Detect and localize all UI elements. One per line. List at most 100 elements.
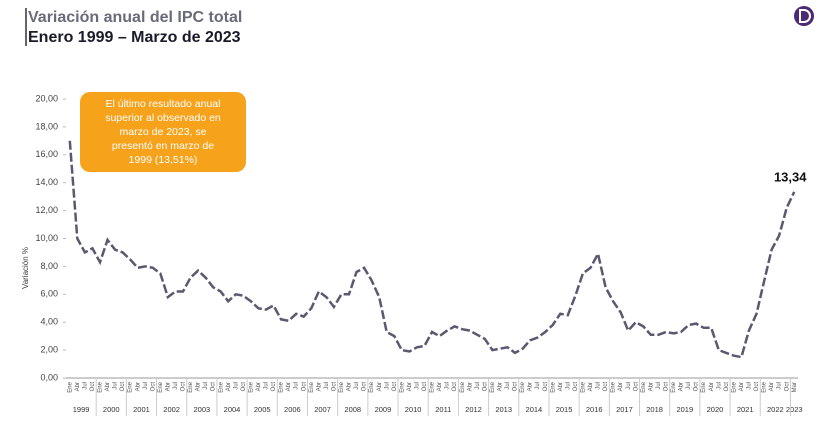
x-tick-label: Oct <box>664 382 670 392</box>
x-tick-label: Mar <box>792 382 798 392</box>
x-tick-label: Ene <box>641 381 647 392</box>
x-tick-label: Oct <box>724 382 730 392</box>
year-label: 2017 <box>616 405 633 414</box>
x-tick-label: Abr <box>679 382 685 391</box>
x-tick-label: Abr <box>135 382 141 391</box>
x-tick-label: Oct <box>482 382 488 392</box>
year-label: 2019 <box>676 405 693 414</box>
x-tick-label: Ene <box>430 381 436 392</box>
x-tick-label: Jul <box>445 382 451 390</box>
x-tick-label: Ene <box>460 381 466 392</box>
x-tick-label: Jul <box>535 382 541 390</box>
logo-glyph <box>799 9 811 23</box>
x-tick-label: Abr <box>648 382 654 391</box>
x-tick-label: Jul <box>264 382 270 390</box>
x-tick-label: Ene <box>611 381 617 392</box>
x-tick-label: Ene <box>188 381 194 392</box>
x-tick-label: Oct <box>452 382 458 392</box>
year-label: 2018 <box>646 405 663 414</box>
annotation-line: presentó en marzo de <box>112 140 214 152</box>
x-tick-label: Oct <box>120 382 126 392</box>
x-tick-label: Oct <box>150 382 156 392</box>
x-tick-label: Abr <box>739 382 745 391</box>
x-tick-label: Jul <box>414 382 420 390</box>
year-label: 2010 <box>405 405 422 414</box>
data-label: 13,34 <box>774 169 807 184</box>
chart-subtitle: Enero 1999 – Marzo de 2023 <box>28 29 241 46</box>
y-tick-label: 14,00 <box>35 177 58 187</box>
x-tick-label: Abr <box>165 382 171 391</box>
x-tick-label: Oct <box>694 382 700 392</box>
x-tick-label: Abr <box>407 382 413 391</box>
annotation-line: El último resultado anual <box>106 98 221 110</box>
x-tick-label: Ene <box>98 381 104 392</box>
y-tick-label: 10,00 <box>35 233 58 243</box>
x-tick-label: Jul <box>294 382 300 390</box>
x-tick-label: Jul <box>777 382 783 390</box>
x-tick-label: Abr <box>256 382 262 391</box>
y-tick-label: 2,00 <box>40 344 58 354</box>
year-label: 2006 <box>284 405 301 414</box>
year-label: 2014 <box>526 405 543 414</box>
y-tick-label: 12,00 <box>35 205 58 215</box>
x-tick-label: Jul <box>565 382 571 390</box>
chart-title: Variación anual del IPC total <box>28 9 242 26</box>
year-label: 2004 <box>224 405 241 414</box>
y-tick-label: 8,00 <box>40 261 58 271</box>
year-label: 2022 <box>767 405 784 414</box>
y-tick-label: 0,00 <box>40 372 58 382</box>
x-tick-label: Oct <box>90 382 96 392</box>
x-tick-label: Oct <box>211 382 217 392</box>
x-tick-label: Abr <box>316 382 322 391</box>
x-tick-label: Jul <box>626 382 632 390</box>
x-tick-label: Abr <box>437 382 443 391</box>
x-tick-label: Ene <box>701 381 707 392</box>
x-tick-label: Jul <box>82 382 88 390</box>
x-tick-label: Ene <box>309 381 315 392</box>
x-tick-label: Jul <box>203 382 209 390</box>
x-tick-label: Abr <box>618 382 624 391</box>
x-tick-label: Jul <box>596 382 602 390</box>
x-tick-label: Ene <box>369 381 375 392</box>
x-tick-label: Jul <box>173 382 179 390</box>
x-tick-label: Abr <box>769 382 775 391</box>
y-tick-label: 6,00 <box>40 289 58 299</box>
line-series <box>68 140 796 359</box>
year-label: 2021 <box>737 405 754 414</box>
annotation-line: marzo de 2023, se <box>120 126 207 138</box>
x-tick-label: Abr <box>347 382 353 391</box>
year-label: 2012 <box>465 405 482 414</box>
x-tick-label: Abr <box>558 382 564 391</box>
x-tick-label: Ene <box>731 381 737 392</box>
y-axis-label: Variación % <box>21 247 30 289</box>
x-tick-label: Ene <box>67 381 73 392</box>
x-tick-label: Oct <box>422 382 428 392</box>
x-tick-label: Oct <box>784 382 790 392</box>
y-tick-label: 18,00 <box>35 121 58 131</box>
year-label: 2003 <box>193 405 210 414</box>
year-label: 2000 <box>103 405 120 414</box>
x-tick-label: Ene <box>490 381 496 392</box>
x-tick-label: Ene <box>520 381 526 392</box>
y-tick-label: 16,00 <box>35 149 58 159</box>
year-label: 2023 <box>786 405 803 414</box>
year-label: 2001 <box>133 405 150 414</box>
x-tick-label: Abr <box>196 382 202 391</box>
year-label: 2009 <box>375 405 392 414</box>
x-tick-label: Ene <box>581 381 587 392</box>
x-tick-label: Abr <box>226 382 232 391</box>
x-tick-label: Jul <box>686 382 692 390</box>
x-tick-label: Ene <box>671 381 677 392</box>
x-tick-label: Jul <box>354 382 360 390</box>
x-tick-label: Abr <box>497 382 503 391</box>
year-label: 2020 <box>707 405 724 414</box>
y-tick-label: 20,00 <box>35 93 58 103</box>
year-label: 2002 <box>163 405 180 414</box>
x-tick-label: Oct <box>362 382 368 392</box>
x-tick-label: Jul <box>747 382 753 390</box>
x-tick-label: Ene <box>248 381 254 392</box>
x-tick-label: Oct <box>271 382 277 392</box>
x-tick-label: Jul <box>143 382 149 390</box>
x-tick-label: Oct <box>241 382 247 392</box>
